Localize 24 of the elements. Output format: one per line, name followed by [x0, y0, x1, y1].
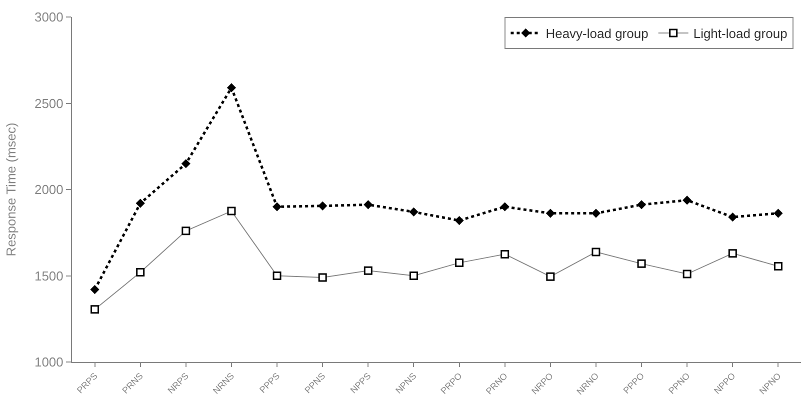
- point: [136, 198, 145, 208]
- point: [774, 208, 783, 218]
- y-tick-label: 1500: [34, 268, 64, 284]
- point: [90, 285, 100, 294]
- point: [682, 196, 692, 205]
- point: [272, 202, 282, 212]
- point: [409, 207, 418, 216]
- legend-label: Light-load group: [693, 26, 788, 42]
- y-tick-label: 2500: [34, 96, 64, 111]
- y-tick-label: 1000: [34, 354, 64, 370]
- point: [591, 208, 601, 218]
- point: [226, 83, 236, 92]
- point: [728, 212, 738, 222]
- point: [546, 208, 555, 218]
- point: [636, 200, 646, 210]
- legend-label: Heavy-load group: [546, 26, 648, 42]
- point: [318, 201, 328, 210]
- y-tick-label: 2000: [34, 182, 64, 198]
- point: [500, 202, 510, 212]
- point: [181, 159, 190, 168]
- point: [454, 216, 464, 226]
- y-axis-title: Response Time (msec): [3, 122, 18, 256]
- y-tick-label: 3000: [34, 10, 64, 25]
- point: [364, 200, 373, 210]
